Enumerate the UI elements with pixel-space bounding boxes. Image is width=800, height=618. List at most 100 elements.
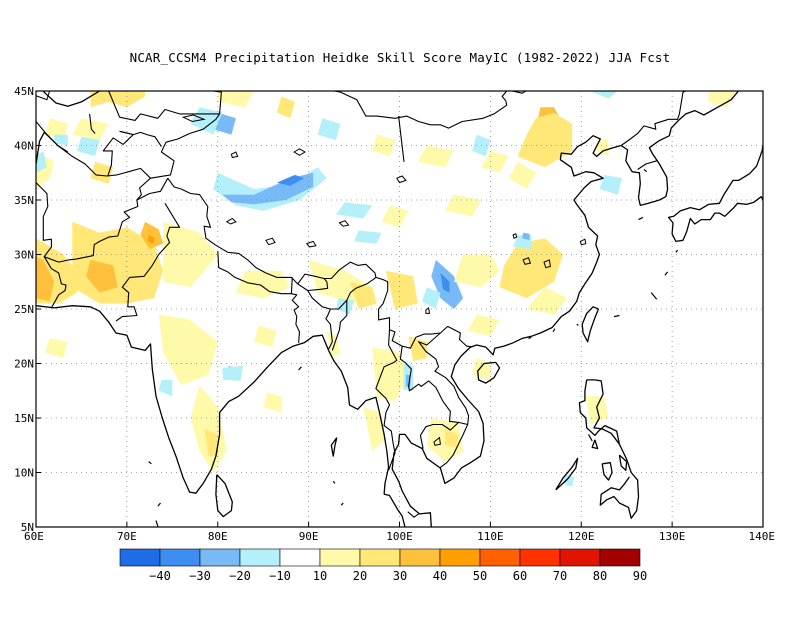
- island: [613, 314, 620, 318]
- skill-region-p20: [190, 385, 227, 473]
- island: [298, 366, 302, 371]
- lake-outline: [265, 237, 276, 246]
- colorbar-swatch: [119, 548, 161, 567]
- lat-tick-label: 40N: [14, 140, 34, 153]
- skill-region-p20: [158, 314, 218, 386]
- skill-region-p30: [385, 270, 418, 309]
- island: [552, 328, 556, 333]
- skill-region-p20: [217, 91, 255, 108]
- skill-region-p20: [444, 194, 482, 217]
- colorbar-label: −10: [269, 569, 291, 583]
- skill-region-n10: [563, 474, 574, 487]
- skill-region-p50: [147, 234, 155, 244]
- country-border: [330, 276, 377, 310]
- skill-region-p20: [326, 330, 341, 358]
- lon-tick-label: 110E: [477, 530, 504, 543]
- island: [148, 461, 152, 465]
- lon-tick-label: 80E: [208, 530, 228, 543]
- lake-outline: [543, 259, 551, 269]
- lat-tick-label: 5N: [21, 521, 34, 534]
- colorbar-swatch: [599, 548, 641, 567]
- country-border: [108, 91, 220, 121]
- skill-region-n10: [36, 150, 47, 173]
- skill-region-n10: [590, 91, 618, 99]
- axis-labels: 60E 70E 80E 90E 100E 110E 120E 130E 140E 5N 10N 15N…: [14, 85, 775, 543]
- colorbar-swatch: [319, 548, 361, 567]
- coastline: [330, 437, 338, 457]
- colorbar: −40 −30 −20 −10 10 20 30 40 50 60 70 80 90: [119, 548, 647, 583]
- skill-region-p20: [594, 140, 609, 157]
- country-border: [43, 256, 67, 309]
- coastline: [667, 196, 763, 243]
- lat-tick-label: 20N: [14, 358, 34, 371]
- lon-tick-label: 100E: [386, 530, 413, 543]
- lake-outline: [36, 91, 51, 101]
- coastline: [578, 379, 621, 445]
- coastline: [215, 474, 233, 518]
- colorbar-label: 70: [553, 569, 567, 583]
- colorbar-label: −20: [229, 569, 251, 583]
- coastline: [36, 305, 390, 495]
- lon-tick-label: 60E: [24, 530, 44, 543]
- skill-region-p20: [526, 287, 568, 315]
- country-border: [43, 91, 222, 179]
- country-border: [36, 177, 151, 263]
- lat-tick-label: 45N: [14, 85, 34, 98]
- colorbar-swatch: [159, 548, 201, 567]
- skill-region-n30: [440, 273, 450, 293]
- coastline: [599, 443, 640, 519]
- lat-tick-label: 35N: [14, 194, 34, 207]
- country-border: [307, 290, 333, 350]
- colorbar-swatch: [239, 548, 281, 567]
- coastline: [391, 135, 622, 527]
- skill-region-n10: [158, 379, 173, 397]
- colorbar-label: 30: [393, 569, 407, 583]
- colorbar-label: −30: [189, 569, 211, 583]
- skill-region-p30: [90, 91, 146, 108]
- skill-region-p20: [372, 347, 409, 402]
- lake-outline: [305, 240, 317, 248]
- skill-region-p30: [517, 112, 573, 168]
- lat-tick-label: 15N: [14, 412, 34, 425]
- skill-region-p30: [276, 96, 295, 119]
- colorbar-label: 20: [353, 569, 367, 583]
- country-border: [89, 113, 96, 134]
- coastline: [36, 132, 45, 165]
- skill-region-n10: [335, 202, 373, 219]
- lat-tick-label: 30N: [14, 249, 34, 262]
- skill-region-n10: [222, 365, 244, 381]
- island: [650, 292, 658, 300]
- skill-region-p20: [481, 150, 509, 173]
- country-border: [399, 346, 468, 426]
- skill-region-p20: [708, 91, 736, 108]
- country-border: [136, 177, 169, 201]
- colorbar-swatch: [279, 548, 321, 567]
- country-border: [119, 130, 162, 147]
- colorbar-label: 80: [593, 569, 607, 583]
- coastline: [591, 439, 599, 450]
- lake-outline: [425, 306, 431, 314]
- coastline: [673, 145, 763, 217]
- colorbar-swatch: [359, 548, 401, 567]
- skill-region-n10: [335, 298, 355, 315]
- skill-region-n10: [354, 230, 382, 244]
- skill-region-n10: [76, 136, 100, 157]
- colorbar-label: 90: [633, 569, 647, 583]
- skill-region-p40: [140, 221, 164, 250]
- island: [528, 336, 532, 339]
- skill-region-p20: [372, 134, 395, 157]
- country-border: [115, 203, 181, 322]
- coastline: [618, 454, 628, 471]
- coastline: [555, 457, 579, 491]
- skill-region-p20: [508, 161, 536, 190]
- country-border: [620, 91, 687, 146]
- country-border: [637, 160, 657, 170]
- skill-region-p30: [444, 428, 459, 448]
- colorbar-label: −40: [149, 569, 171, 583]
- lake-outline: [225, 217, 237, 225]
- country-border: [167, 177, 473, 349]
- island: [576, 323, 579, 326]
- country-border: [291, 293, 301, 343]
- lon-tick-label: 140E: [749, 530, 776, 543]
- island: [155, 520, 159, 527]
